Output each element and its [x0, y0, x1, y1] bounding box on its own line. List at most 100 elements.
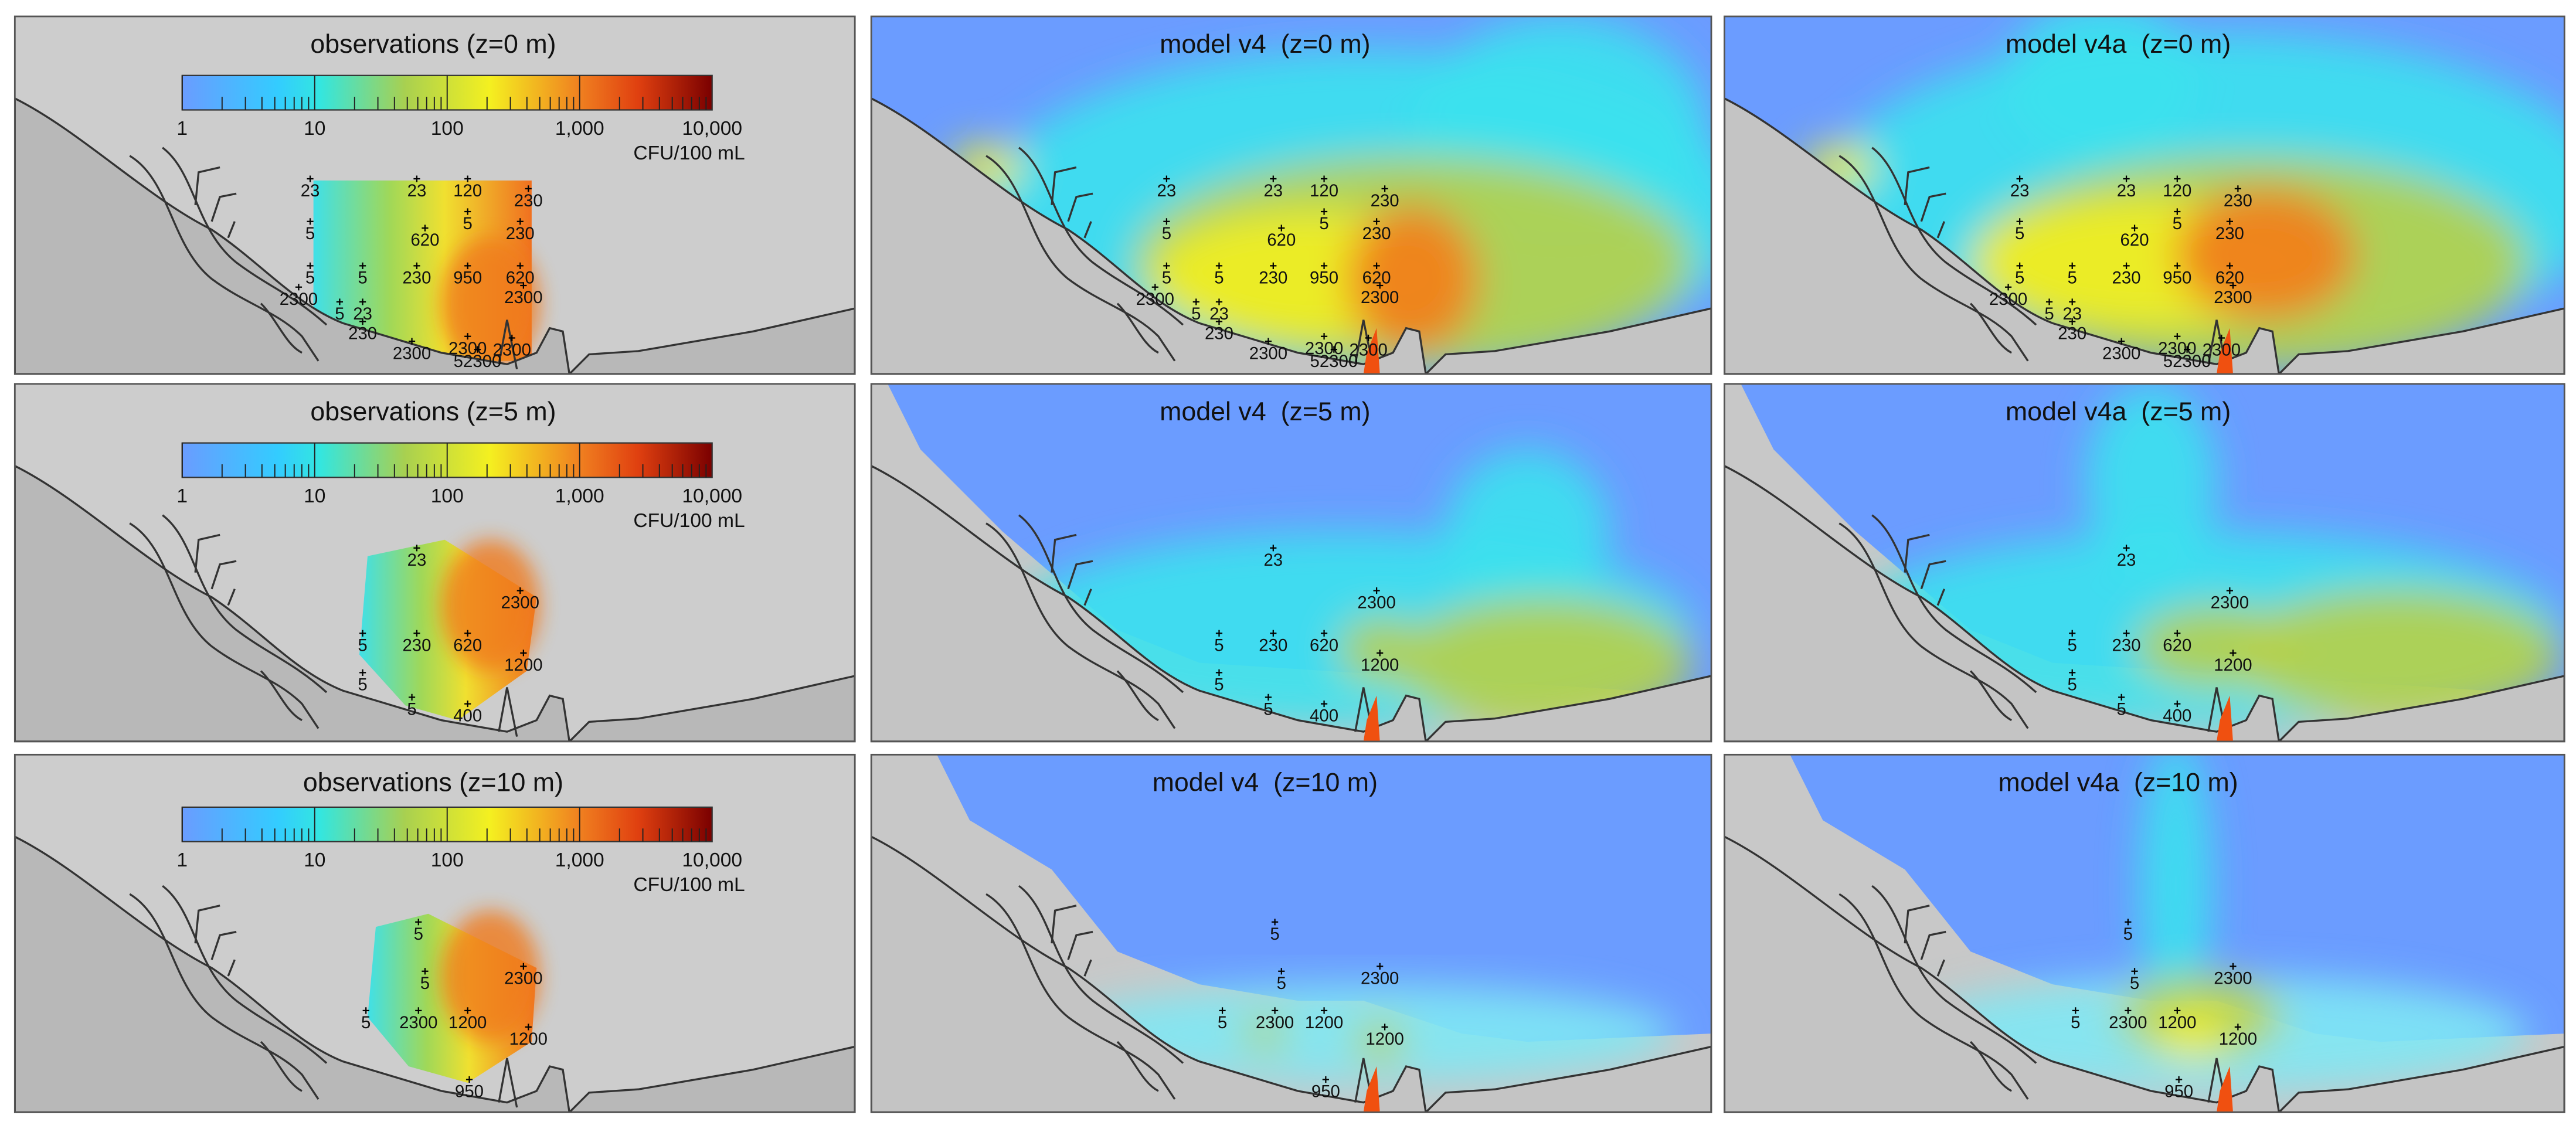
- panel-title: model v4 (z=0 m): [1160, 29, 1370, 59]
- station-label: 620: [2120, 230, 2149, 250]
- station-label: 950: [455, 1082, 484, 1102]
- colorbar-label: 100: [431, 849, 464, 871]
- river: [260, 302, 518, 370]
- panel-title: model v4 (z=10 m): [1153, 768, 1378, 797]
- colorbar-label: 10: [304, 849, 325, 871]
- panel-title: observations (z=0 m): [310, 29, 556, 59]
- panel-border: [870, 383, 1712, 743]
- station-label: 230: [1259, 635, 1287, 655]
- plume: [1052, 984, 1676, 1083]
- station-marker: [2234, 1024, 2241, 1031]
- station-label: 230: [506, 224, 535, 243]
- panel-border: [13, 15, 856, 375]
- river: [1904, 533, 1946, 606]
- station-marker: [1320, 208, 1328, 215]
- station-marker: [2226, 587, 2233, 594]
- station-label: 620: [453, 635, 482, 655]
- land: [1724, 97, 2565, 375]
- station-marker: [1320, 333, 1328, 340]
- colorbar-unit: CFU/100 mL: [633, 510, 745, 532]
- plume-blob: [1396, 597, 1692, 729]
- plume-blob: [1445, 449, 1610, 614]
- station-marker: [1215, 630, 1223, 637]
- station-label: 620: [2163, 635, 2191, 655]
- station-marker: [362, 1007, 369, 1014]
- station-marker: [1272, 1007, 1279, 1014]
- station-label: 2300: [280, 290, 318, 309]
- station-marker: [2004, 284, 2012, 291]
- station-marker: [508, 334, 515, 342]
- colorbar-label: 1,000: [555, 485, 604, 507]
- station-marker: [359, 318, 366, 325]
- station-marker: [520, 282, 527, 289]
- station-marker: [2226, 262, 2233, 269]
- station-label: 5: [1270, 924, 1279, 944]
- station-marker: [336, 298, 344, 305]
- station-marker: [1219, 1007, 1226, 1014]
- river: [194, 166, 237, 239]
- station-marker: [1330, 346, 1337, 353]
- station-label: 5: [358, 675, 367, 695]
- station-marker: [1192, 298, 1199, 305]
- station-marker: [2174, 630, 2181, 637]
- station-label: 2300: [399, 1013, 437, 1032]
- station-label: 2300: [501, 593, 539, 613]
- station-label: 5: [1214, 675, 1224, 695]
- colorbar-label: 10,000: [682, 485, 742, 507]
- station-label: 5: [407, 700, 416, 719]
- station-marker: [307, 218, 314, 225]
- station-label: 5: [463, 214, 473, 233]
- station-marker: [1278, 225, 1285, 232]
- river: [194, 905, 237, 977]
- panel: observations (z=0 m) 1 10 100 1,000 10,000CFU…: [13, 15, 856, 375]
- river: [162, 514, 328, 694]
- station-label: 23: [301, 181, 320, 200]
- station-label: 950: [453, 268, 482, 288]
- station-label: 5: [2044, 304, 2054, 324]
- station-marker: [2176, 1076, 2183, 1083]
- panel-border: [1724, 15, 2565, 375]
- station-label: 2300: [1361, 288, 1399, 307]
- station-marker: [1320, 175, 1328, 182]
- station-label: 5: [2015, 224, 2024, 243]
- colorbar-label: 10,000: [682, 849, 742, 871]
- station-marker: [2016, 175, 2023, 182]
- station-marker: [2016, 218, 2023, 225]
- station-label: 52300: [454, 352, 502, 371]
- station-label: 23: [2010, 181, 2030, 200]
- station-label: 5: [414, 924, 423, 944]
- station-label: 2300: [1989, 290, 2027, 309]
- observation-hotspot: [441, 539, 540, 671]
- panel-border: [870, 753, 1712, 1113]
- colorbar-label: 10: [304, 485, 325, 507]
- station-marker: [2123, 262, 2130, 269]
- station-label: 230: [1362, 224, 1391, 243]
- river: [260, 1041, 518, 1108]
- station-marker: [413, 630, 420, 637]
- station-label: 5: [2116, 700, 2126, 719]
- station-marker: [2123, 630, 2130, 637]
- station-label: 5: [305, 224, 315, 243]
- station-label: 620: [1310, 635, 1338, 655]
- outfall: [2216, 695, 2233, 742]
- panel-title: observations (z=10 m): [303, 768, 563, 797]
- station-marker: [1265, 694, 1272, 701]
- station-label: 2300: [2102, 344, 2140, 363]
- station-label: 5: [1214, 268, 1224, 288]
- station-marker: [2123, 175, 2130, 182]
- colorbar-label: 100: [431, 485, 464, 507]
- land: [871, 97, 1712, 375]
- river: [129, 155, 320, 362]
- panel: model v4 (z=10 m) 5 5 2300 5 2300 1200 1200 950: [870, 753, 1712, 1113]
- land: [15, 835, 855, 1113]
- river: [985, 522, 1176, 729]
- station-label: 23: [1263, 550, 1283, 570]
- station-marker: [2230, 650, 2237, 657]
- river: [1871, 885, 2037, 1064]
- station-marker: [359, 262, 366, 269]
- station-marker: [2069, 318, 2076, 325]
- station-label: 1200: [1305, 1013, 1343, 1032]
- station-marker: [1377, 282, 1384, 289]
- colorbar-label: 1,000: [555, 849, 604, 871]
